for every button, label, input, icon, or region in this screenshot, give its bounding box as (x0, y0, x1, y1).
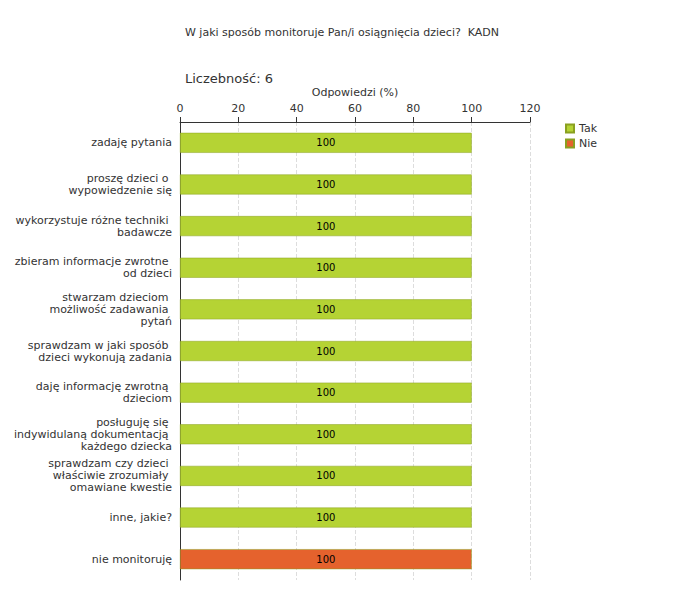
svg-text:wypowiedzenie się: wypowiedzenie się (69, 184, 173, 197)
svg-text:zbieram informacje zwrotne: zbieram informacje zwrotne (14, 255, 172, 269)
svg-text:Odpowiedzi (%): Odpowiedzi (%) (312, 86, 399, 99)
svg-text:właściwie zrozumiały: właściwie zrozumiały (52, 469, 172, 483)
svg-text:sprawdzam w jaki sposób: sprawdzam w jaki sposób (27, 338, 172, 352)
svg-text:Nie: Nie (579, 137, 597, 150)
svg-text:każdego dziecka: każdego dziecka (81, 440, 172, 453)
svg-text:100: 100 (316, 179, 335, 190)
svg-text:100: 100 (316, 221, 335, 232)
svg-text:W jaki sposób monitoruje Pan/i: W jaki sposób monitoruje Pan/i osiągnięc… (185, 26, 499, 39)
svg-text:Liczebność: 6: Liczebność: 6 (185, 71, 273, 86)
svg-text:100: 100 (461, 102, 482, 115)
svg-text:100: 100 (316, 304, 335, 315)
svg-text:pytań: pytań (140, 315, 172, 328)
svg-text:100: 100 (316, 512, 335, 523)
svg-text:sprawdzam czy dzieci: sprawdzam czy dzieci (48, 457, 172, 471)
svg-text:daję informację zwrotną: daję informację zwrotną (35, 380, 172, 394)
svg-text:100: 100 (316, 346, 335, 357)
svg-text:stwarzam dzieciom: stwarzam dzieciom (62, 290, 172, 304)
svg-text:120: 120 (520, 102, 541, 115)
svg-text:80: 80 (406, 102, 420, 115)
svg-text:20: 20 (231, 102, 245, 115)
svg-text:0: 0 (177, 102, 184, 115)
svg-text:możliwość zadawania: możliwość zadawania (49, 302, 172, 316)
svg-text:Tak: Tak (578, 122, 598, 135)
svg-text:omawiane kwestie: omawiane kwestie (70, 481, 172, 494)
svg-text:proszę dzieci o: proszę dzieci o (86, 172, 172, 185)
svg-text:posługuję się: posługuję się (96, 415, 172, 429)
svg-text:wykorzystuje różne techniki: wykorzystuje różne techniki (15, 213, 172, 227)
svg-text:badawcze: badawcze (117, 226, 172, 239)
svg-text:100: 100 (316, 429, 335, 440)
svg-text:nie monitoruję: nie monitoruję (92, 553, 172, 566)
svg-text:indywidulaną dokumentacją: indywidulaną dokumentacją (13, 427, 172, 441)
svg-text:dzieciom: dzieciom (123, 392, 172, 405)
svg-text:zadaję pytania: zadaję pytania (91, 136, 172, 149)
svg-text:100: 100 (316, 554, 335, 565)
svg-text:od dzieci: od dzieci (123, 267, 172, 280)
svg-text:100: 100 (316, 470, 335, 481)
svg-text:40: 40 (290, 102, 304, 115)
svg-text:60: 60 (348, 102, 362, 115)
svg-text:100: 100 (316, 137, 335, 148)
svg-text:dzieci wykonują zadania: dzieci wykonują zadania (38, 351, 172, 364)
svg-text:inne, jakie?: inne, jakie? (109, 511, 172, 524)
svg-text:100: 100 (316, 262, 335, 273)
svg-text:100: 100 (316, 387, 335, 398)
